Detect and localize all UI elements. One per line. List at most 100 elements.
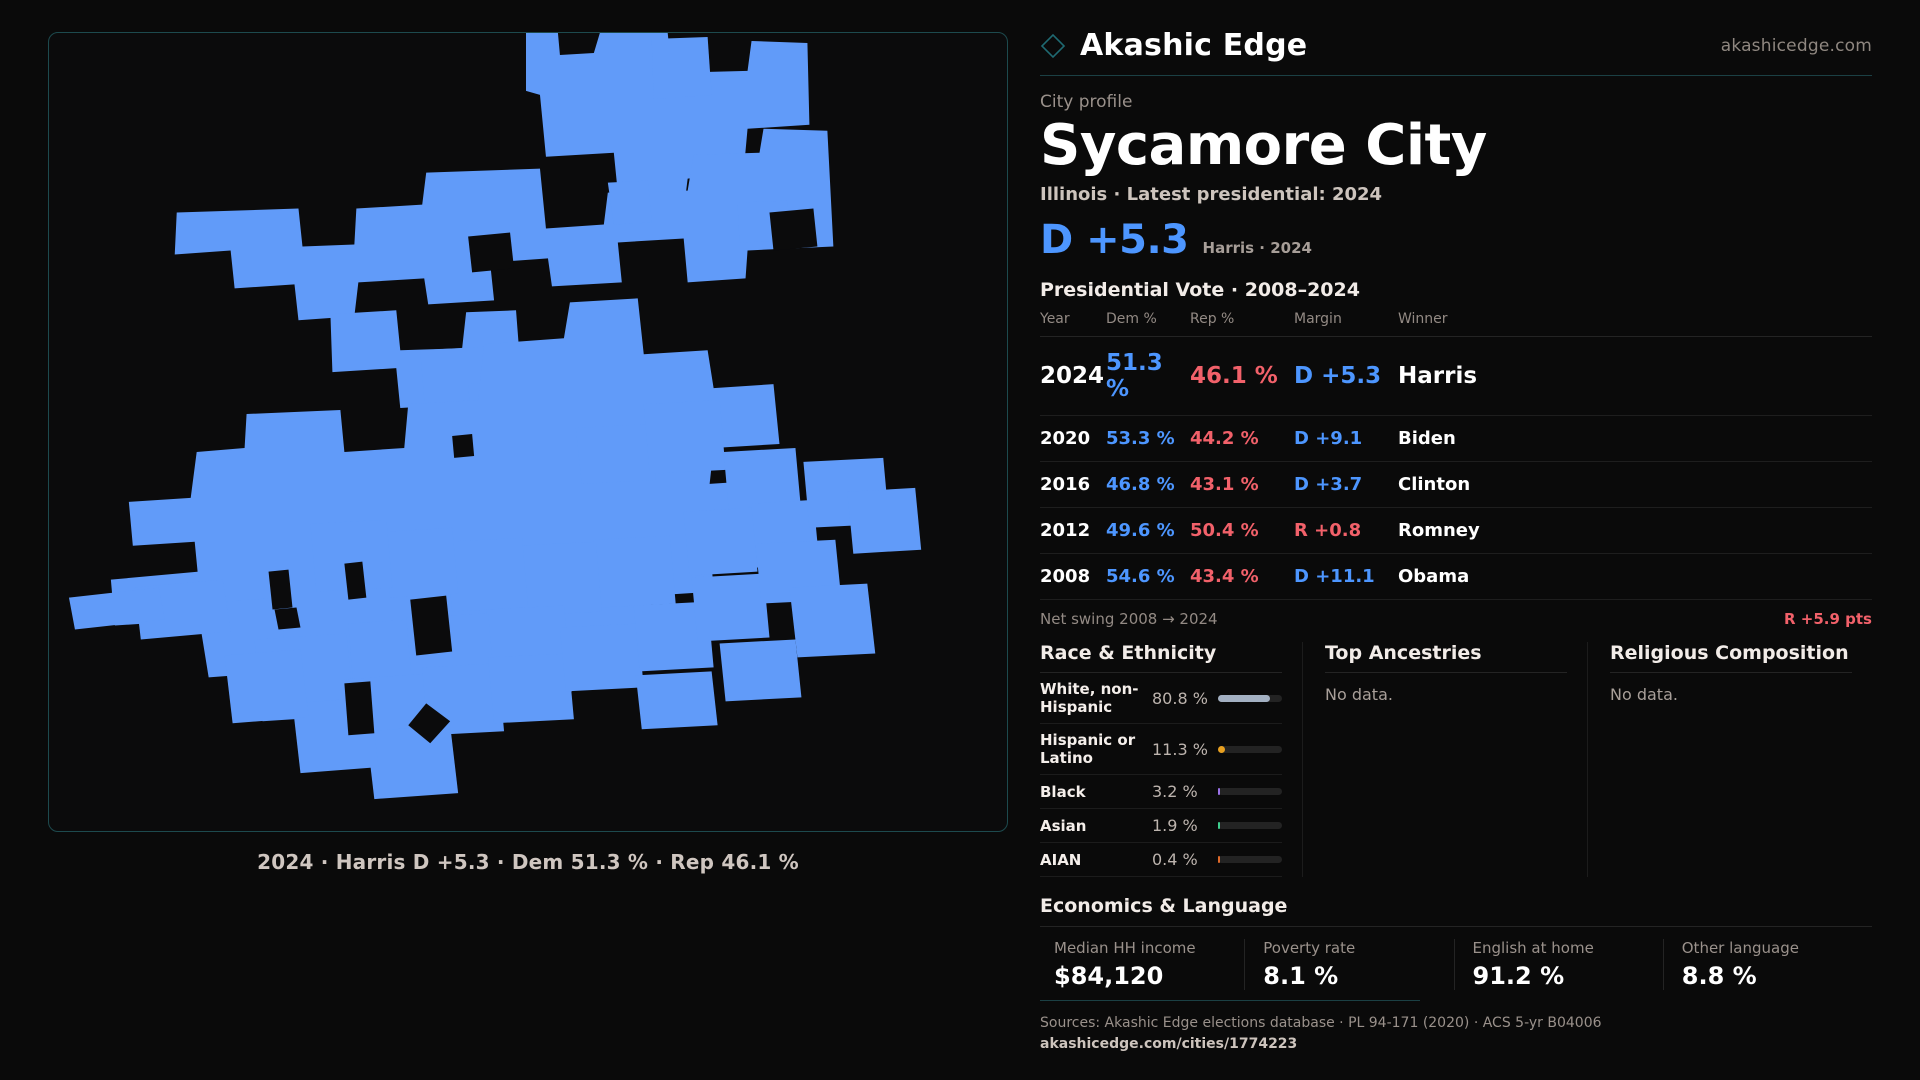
- race-percent: 11.3 %: [1152, 739, 1208, 759]
- race-bar-fill: [1218, 822, 1220, 830]
- map-region: [847, 487, 922, 554]
- cell-dem-pct: 51.3 %: [1106, 336, 1190, 417]
- map-region: [719, 639, 802, 702]
- econ-stat: English at home 91.2 %: [1453, 939, 1663, 991]
- econ-stat: Poverty rate 8.1 %: [1244, 939, 1453, 991]
- map-region: [68, 587, 165, 630]
- table-header-row: Year Dem % Rep % Margin Winner: [1040, 311, 1872, 338]
- economics-grid: Median HH income $84,120 Poverty rate 8.1 %…: [1040, 939, 1872, 991]
- cell-margin: D +5.3: [1294, 336, 1398, 417]
- cell-rep-pct: 44.2 %: [1190, 415, 1294, 463]
- footer-url[interactable]: akashicedge.com/cities/1774223: [1040, 1035, 1298, 1052]
- cell-winner: Obama: [1398, 553, 1872, 601]
- net-swing-row: Net swing 2008 → 2024 R +5.9 pts: [1040, 610, 1872, 628]
- race-bar-track: [1218, 822, 1282, 830]
- race-percent: 3.2 %: [1152, 782, 1198, 802]
- econ-stat-value: 91.2 %: [1472, 962, 1565, 991]
- map-region: [174, 128, 834, 321]
- race-label: AIAN: [1040, 850, 1082, 869]
- religious-composition-heading: Religious Composition: [1610, 642, 1852, 674]
- cell-winner: Biden: [1398, 415, 1872, 463]
- map-region: [518, 541, 602, 616]
- econ-stat-value: 8.1 %: [1263, 962, 1339, 991]
- headline-margin-note: Harris · 2024: [1202, 239, 1312, 258]
- race-label: Black: [1040, 782, 1086, 801]
- table-row[interactable]: 2024 51.3 % 46.1 % D +5.3 Harris: [1040, 336, 1872, 417]
- brand-domain[interactable]: akashicedge.com: [1720, 35, 1872, 56]
- page-title: Sycamore City: [1040, 113, 1487, 178]
- map-region: [559, 623, 644, 692]
- net-swing-label: Net swing 2008 → 2024: [1040, 610, 1218, 629]
- cell-rep-pct: 50.4 %: [1190, 507, 1294, 555]
- top-ancestries-column: Top Ancestries No data.: [1302, 642, 1587, 878]
- map-region: [633, 601, 714, 672]
- footer: Sources: Akashic Edge elections database…: [1040, 1000, 1872, 1054]
- diamond-outline-icon: [1040, 33, 1066, 58]
- econ-stat-label: Poverty rate: [1263, 939, 1356, 958]
- econ-stat-value: $84,120: [1054, 962, 1164, 991]
- table-row[interactable]: 2008 54.6 % 43.4 % D +11.1 Obama: [1040, 553, 1872, 601]
- econ-stat-label: English at home: [1472, 939, 1594, 958]
- map-region: [224, 649, 309, 724]
- map-hole: [274, 607, 301, 630]
- cell-year: 2012: [1040, 507, 1106, 555]
- race-label: Hispanic or Latino: [1040, 731, 1136, 768]
- map-region: [446, 537, 528, 612]
- race-bar-track: [1218, 856, 1282, 864]
- table-row[interactable]: 2016 46.8 % 43.1 % D +3.7 Clinton: [1040, 461, 1872, 509]
- table-row[interactable]: 2012 49.6 % 50.4 % R +0.8 Romney: [1040, 507, 1872, 555]
- cell-dem-pct: 49.6 %: [1106, 507, 1190, 555]
- column-header-rep: Rep %: [1190, 311, 1294, 338]
- race-percent: 80.8 %: [1152, 688, 1208, 708]
- brand-name: Akashic Edge: [1080, 28, 1308, 63]
- brand-bar: Akashic Edge akashicedge.com: [1040, 28, 1872, 76]
- map-region: [789, 583, 876, 658]
- city-map-frame[interactable]: [48, 32, 1008, 832]
- map-region: [651, 36, 712, 99]
- map-hole: [344, 561, 367, 600]
- map-region: [310, 519, 393, 592]
- race-row: Hispanic or Latino 11.3 %: [1040, 724, 1282, 776]
- map-hole: [452, 433, 475, 458]
- race-bar-fill: [1218, 694, 1270, 702]
- cell-dem-pct: 54.6 %: [1106, 553, 1190, 601]
- presidential-vote-table: Year Dem % Rep % Margin Winner 2024 51.3 …: [1040, 311, 1872, 601]
- cell-winner: Clinton: [1398, 461, 1872, 509]
- city-boundary-map[interactable]: [49, 33, 1007, 831]
- map-hole: [769, 208, 818, 251]
- race-row: White, non-Hispanic 80.8 %: [1040, 673, 1282, 725]
- map-region: [575, 424, 656, 484]
- cell-dem-pct: 46.8 %: [1106, 461, 1190, 509]
- map-hole: [344, 681, 375, 736]
- map-region: [366, 725, 459, 800]
- econ-stat: Median HH income $84,120: [1040, 939, 1244, 990]
- econ-stat-value: 8.8 %: [1681, 962, 1757, 991]
- column-header-margin: Margin: [1294, 311, 1398, 338]
- map-region: [607, 180, 652, 225]
- cell-year: 2020: [1040, 415, 1106, 463]
- map-region: [635, 671, 718, 730]
- top-ancestries-empty: No data.: [1325, 685, 1393, 705]
- race-percent: 0.4 %: [1152, 850, 1198, 870]
- votes-section-title: Presidential Vote · 2008–2024: [1040, 279, 1360, 302]
- cell-year: 2016: [1040, 461, 1106, 509]
- race-bar-track: [1218, 694, 1282, 702]
- table-row[interactable]: 2020 53.3 % 44.2 % D +9.1 Biden: [1040, 415, 1872, 463]
- race-label: Asian: [1040, 816, 1087, 835]
- econ-stat-label: Other language: [1681, 939, 1799, 958]
- column-header-year: Year: [1040, 311, 1106, 338]
- map-region: [643, 400, 726, 474]
- page-subtitle: Illinois · Latest presidential: 2024: [1040, 184, 1383, 206]
- race-bar-track: [1218, 788, 1282, 796]
- map-hole: [468, 232, 515, 273]
- race-bar-track: [1218, 745, 1282, 753]
- map-hole: [408, 703, 451, 744]
- race-row: Asian 1.9 %: [1040, 809, 1282, 844]
- cell-rep-pct: 43.1 %: [1190, 461, 1294, 509]
- cell-winner: Romney: [1398, 507, 1872, 555]
- cell-margin: R +0.8: [1294, 507, 1398, 555]
- religious-composition-empty: No data.: [1610, 685, 1678, 705]
- map-panel: 2024 · Harris D +5.3 · Dem 51.3 % · Rep …: [48, 32, 1008, 874]
- footer-divider: [1040, 1000, 1420, 1002]
